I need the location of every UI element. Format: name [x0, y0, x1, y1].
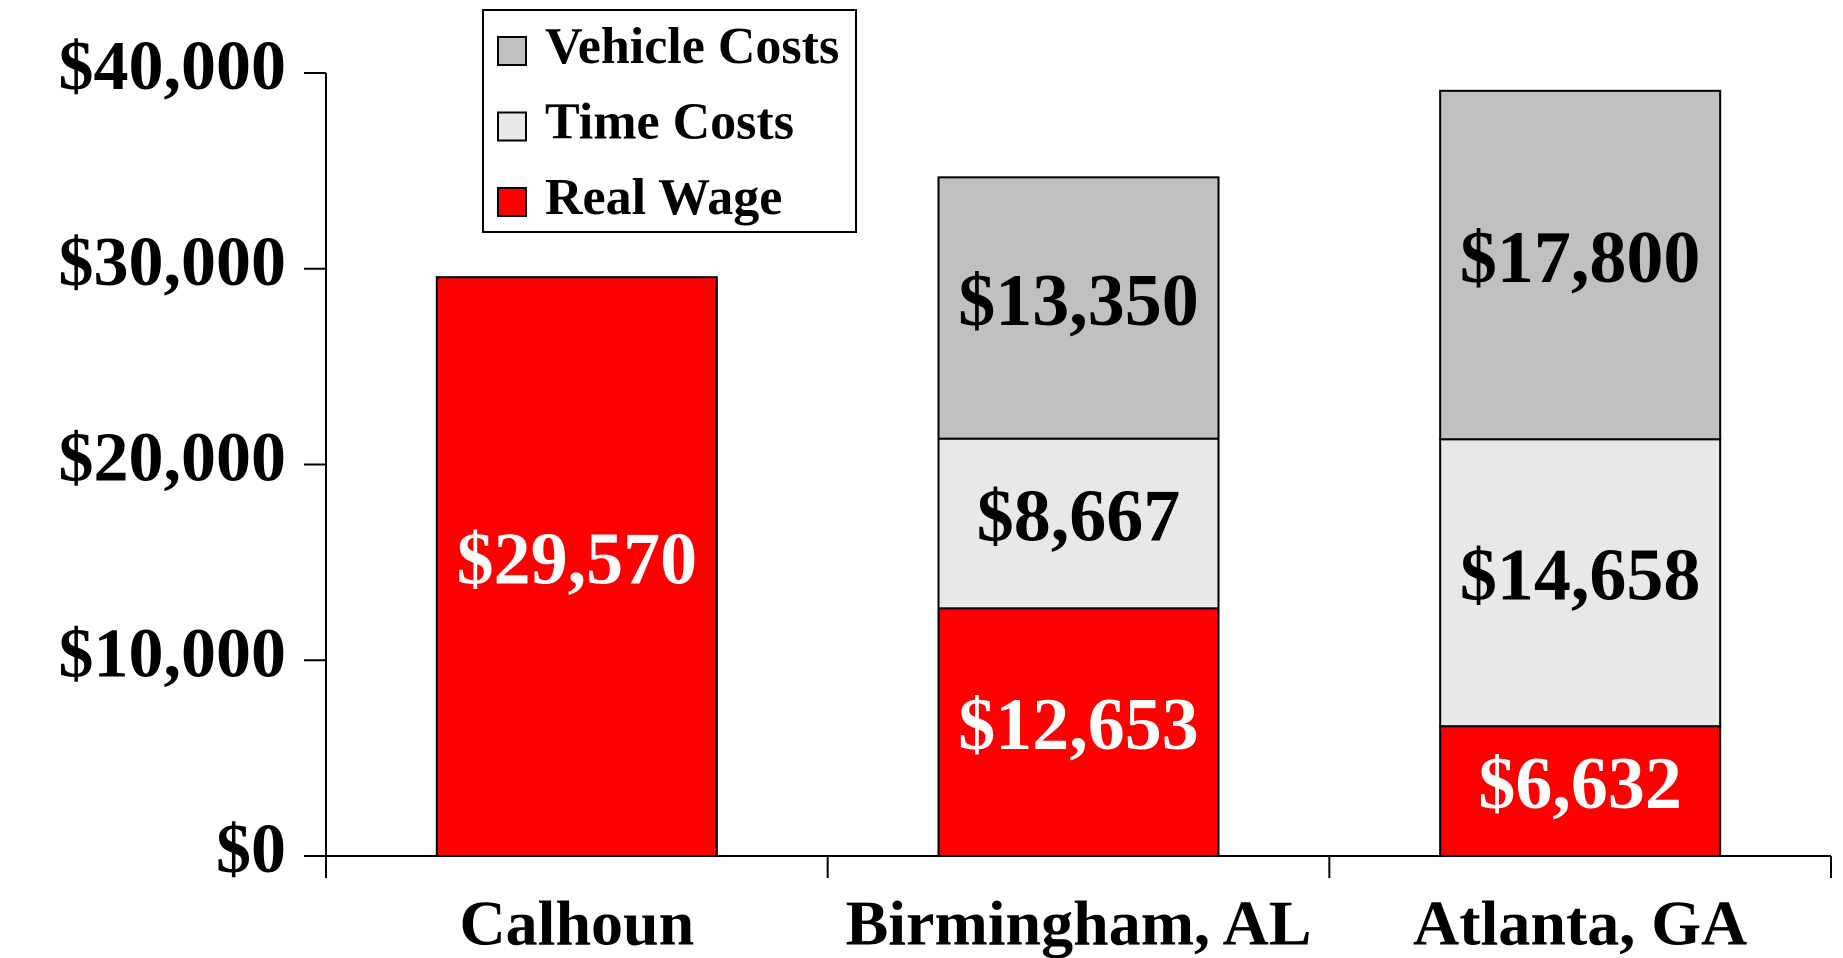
y-tick-label: $20,000 — [59, 420, 287, 497]
x-tick-label: Calhoun — [459, 888, 694, 958]
value-label: $13,350 — [958, 260, 1199, 342]
value-label: $8,667 — [977, 475, 1181, 557]
y-tick-label: $10,000 — [59, 615, 287, 692]
x-tick-label: Atlanta, GA — [1413, 888, 1747, 958]
legend-swatch — [498, 188, 526, 216]
chart: $0 $10,000 $20,000 $30,000 $40,000 Calhoun $29… — [0, 0, 1843, 958]
legend-label: Vehicle Costs — [545, 18, 839, 75]
y-tick-label: $30,000 — [59, 224, 287, 301]
x-tick-label: Birmingham, AL — [846, 888, 1312, 958]
legend-label: Time Costs — [545, 93, 794, 150]
y-tick-label: $40,000 — [59, 28, 287, 105]
value-label: $17,800 — [1460, 217, 1701, 299]
value-label: $29,570 — [457, 519, 698, 601]
legend-swatch — [498, 37, 526, 65]
value-label: $6,632 — [1478, 743, 1682, 825]
y-tick-label: $0 — [216, 811, 286, 888]
legend-swatch — [498, 113, 526, 141]
value-label: $12,653 — [958, 684, 1199, 766]
value-label: $14,658 — [1460, 535, 1701, 617]
legend-label: Real Wage — [545, 169, 782, 226]
